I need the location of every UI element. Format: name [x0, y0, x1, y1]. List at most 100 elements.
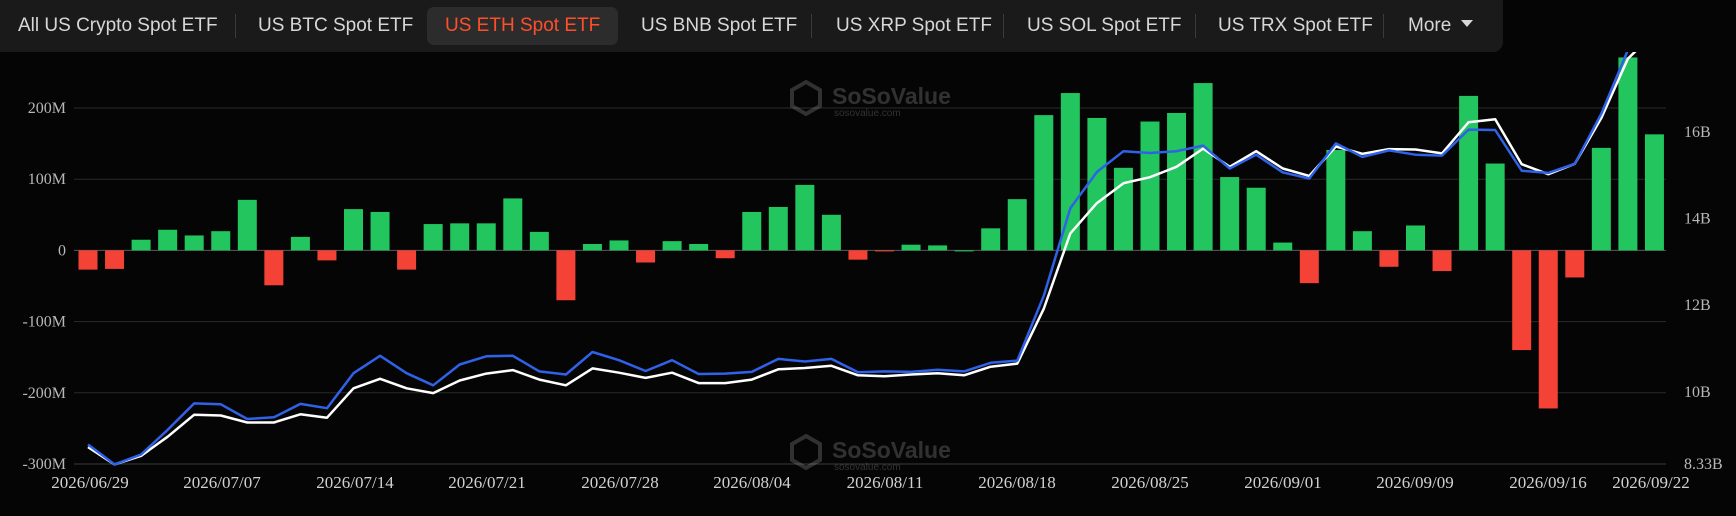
flow-bar — [1644, 134, 1664, 251]
flow-bar — [662, 241, 682, 251]
more-dropdown[interactable]: More — [1390, 7, 1491, 45]
x-tick-label: 2026/07/28 — [581, 473, 658, 492]
flow-bar — [1087, 117, 1107, 251]
tab-us-btc-spot-etf[interactable]: US BTC Spot ETF — [258, 15, 414, 36]
y-tick-label: 100M — [28, 171, 66, 188]
flow-bar — [450, 223, 470, 251]
x-tick-label: 2026/07/07 — [183, 473, 261, 492]
x-tick-label: 2026/09/01 — [1244, 473, 1321, 492]
flow-bar — [768, 206, 788, 251]
watermark-bottom: SoSoValue sosovalue.com — [790, 433, 951, 473]
net-inflow-bars — [78, 57, 1664, 409]
flow-bar — [1220, 177, 1240, 251]
right-tick-label: 16B — [1684, 124, 1711, 141]
flow-bar — [636, 250, 656, 263]
flow-bar — [1352, 231, 1372, 251]
value-lines — [87, 52, 1637, 466]
flow-bar — [556, 250, 576, 301]
flow-bar — [848, 250, 868, 260]
right-tick-label: 12B — [1684, 297, 1711, 314]
x-tick-label: 2026/07/14 — [316, 473, 394, 492]
flow-bar — [264, 250, 284, 286]
flow-bar — [1060, 93, 1080, 251]
watermark-brand: SoSoValue — [832, 83, 951, 109]
flow-bar — [503, 198, 523, 251]
flow-bar — [1432, 250, 1452, 272]
watermark-url: sosovalue.com — [834, 108, 901, 119]
flow-bar — [1167, 112, 1187, 251]
tab-us-eth-spot-etf[interactable]: US ETH Spot ETF — [427, 7, 619, 45]
flow-bar — [875, 250, 894, 252]
flow-bar — [901, 244, 921, 251]
flow-bar — [1591, 147, 1611, 251]
sosovalue-logo-icon — [790, 433, 822, 471]
right-tick-label: 8.33B — [1684, 456, 1723, 473]
x-tick-label: 2026/08/25 — [1111, 473, 1188, 492]
flow-bar — [928, 245, 948, 251]
flow-bar — [1193, 83, 1213, 251]
flow-bar — [1485, 163, 1505, 251]
flow-bar — [397, 250, 417, 270]
flow-bar — [1565, 250, 1585, 278]
tab-divider — [1003, 14, 1004, 38]
y-tick-label: -200M — [22, 385, 66, 402]
watermark-brand: SoSoValue — [832, 437, 951, 463]
flow-bar — [423, 224, 443, 251]
flow-bar — [954, 250, 974, 252]
flow-bar — [529, 231, 549, 251]
gridlines — [74, 107, 1666, 465]
sosovalue-logo-icon — [790, 79, 822, 117]
flow-bar — [158, 229, 178, 251]
tab-divider — [811, 14, 812, 38]
tab-us-bnb-spot-etf[interactable]: US BNB Spot ETF — [641, 15, 798, 36]
blue-line-series — [87, 52, 1629, 466]
flow-bar — [105, 250, 125, 269]
y-tick-label: -300M — [22, 456, 66, 473]
flow-bar — [78, 250, 98, 270]
flow-bar — [689, 243, 709, 251]
x-tick-label: 2026/08/18 — [978, 473, 1055, 492]
flow-bar — [317, 250, 337, 261]
tab-divider — [1195, 14, 1196, 38]
flow-bar — [1299, 250, 1319, 284]
tab-us-xrp-spot-etf[interactable]: US XRP Spot ETF — [836, 15, 992, 36]
flow-bar — [237, 199, 257, 251]
tab-divider — [1383, 14, 1384, 38]
etf-tab-bar: All US Crypto Spot ETF US BTC Spot ETF U… — [0, 0, 1503, 52]
flow-bar — [1512, 250, 1532, 351]
sosovalue-watermarks: SoSoValue sosovalue.com SoSoValue sosova… — [790, 79, 951, 473]
tab-divider — [235, 14, 236, 38]
x-tick-label: 2026/06/29 — [51, 473, 128, 492]
x-tick-label: 2026/08/11 — [847, 473, 924, 492]
flow-bar — [1326, 150, 1346, 251]
flow-bar — [1379, 250, 1399, 267]
flow-bar — [795, 184, 815, 251]
flow-bar — [1406, 225, 1425, 251]
y-tick-label: -100M — [22, 314, 66, 331]
tab-us-trx-spot-etf[interactable]: US TRX Spot ETF — [1218, 15, 1373, 36]
more-label: More — [1408, 15, 1452, 36]
flow-bar — [211, 231, 231, 251]
flow-bar — [131, 239, 151, 251]
left-axis-labels: 200M 100M 0 -100M -200M -300M — [22, 100, 66, 473]
flow-bar — [742, 211, 762, 251]
tab-us-sol-spot-etf[interactable]: US SOL Spot ETF — [1027, 15, 1182, 36]
x-tick-label: 2026/09/09 — [1376, 473, 1453, 492]
right-axis-labels: 16B 14B 12B 10B 8.33B — [1684, 124, 1723, 473]
x-axis-labels: 2026/06/29 2026/07/07 2026/07/14 2026/07/21… — [51, 473, 1689, 492]
flow-bar — [1459, 95, 1479, 251]
flow-bar — [1034, 115, 1054, 251]
y-tick-label: 0 — [58, 242, 66, 259]
flow-bar — [184, 235, 204, 251]
tab-all-us-crypto-spot-etf[interactable]: All US Crypto Spot ETF — [18, 15, 218, 36]
flow-bar — [1538, 250, 1558, 409]
flow-bar — [582, 243, 602, 251]
flow-bar — [821, 214, 841, 251]
x-tick-label: 2026/09/22 — [1612, 473, 1689, 492]
x-tick-label: 2026/07/21 — [448, 473, 525, 492]
flow-bar — [1246, 187, 1266, 251]
flow-bar — [609, 240, 629, 251]
flow-bar — [476, 223, 496, 251]
flow-bar — [370, 211, 390, 251]
